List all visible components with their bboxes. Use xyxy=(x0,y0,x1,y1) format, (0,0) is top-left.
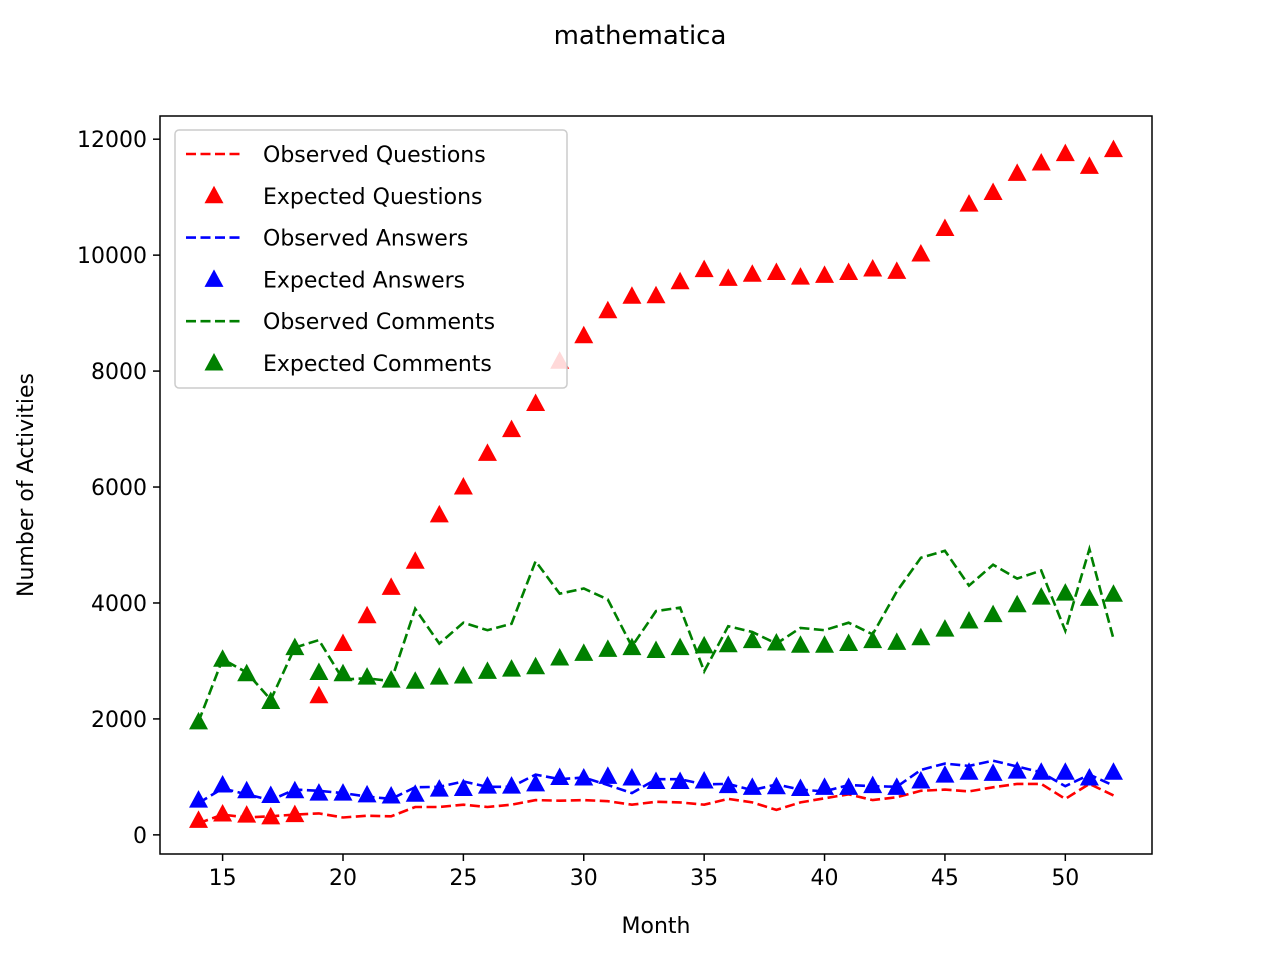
x-tick-label: 25 xyxy=(449,866,477,891)
legend-label: Expected Questions xyxy=(263,185,483,210)
y-tick-label: 10000 xyxy=(77,244,147,269)
x-tick-label: 40 xyxy=(811,866,839,891)
y-tick-label: 0 xyxy=(133,824,147,849)
legend: Observed Questions Expected Questions Obse… xyxy=(175,130,567,388)
legend-label: Observed Answers xyxy=(263,227,468,252)
y-axis: 0 2000 4000 6000 8000 10000 12000 xyxy=(77,128,160,849)
x-tick-label: 35 xyxy=(690,866,718,891)
y-tick-label: 2000 xyxy=(91,708,147,733)
y-tick-label: 8000 xyxy=(91,360,147,385)
x-axis-label: Month xyxy=(622,914,691,939)
y-tick-label: 12000 xyxy=(77,128,147,153)
x-tick-label: 20 xyxy=(329,866,357,891)
legend-label: Expected Answers xyxy=(263,268,465,293)
legend-frame xyxy=(175,130,567,388)
chart-title: mathematica xyxy=(554,21,727,51)
legend-label: Observed Comments xyxy=(263,310,495,335)
y-tick-label: 6000 xyxy=(91,476,147,501)
x-tick-label: 45 xyxy=(931,866,959,891)
y-axis-label: Number of Activities xyxy=(14,373,39,597)
x-tick-label: 15 xyxy=(209,866,237,891)
y-tick-label: 4000 xyxy=(91,592,147,617)
x-tick-label: 50 xyxy=(1051,866,1079,891)
x-axis: 15 20 25 30 35 40 45 50 xyxy=(209,854,1080,891)
x-tick-label: 30 xyxy=(570,866,598,891)
legend-label: Expected Comments xyxy=(263,352,492,377)
legend-label: Observed Questions xyxy=(263,143,486,168)
